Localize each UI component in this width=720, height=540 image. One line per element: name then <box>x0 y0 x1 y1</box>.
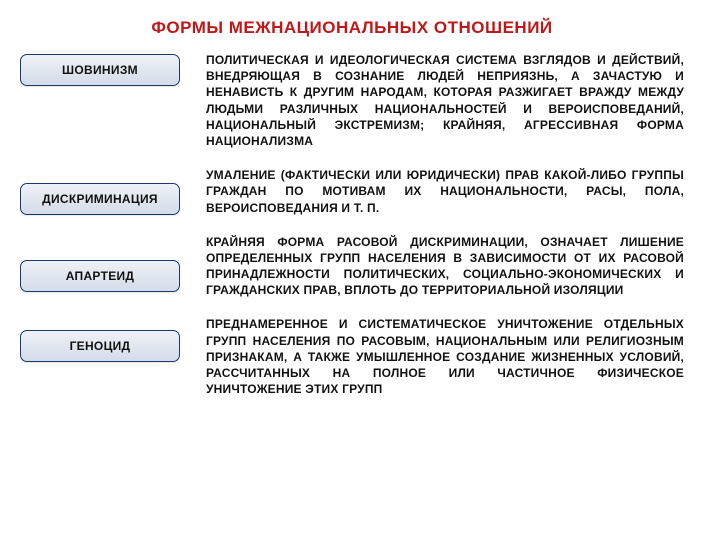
definition-row: АПАРТЕИД КРАЙНЯЯ ФОРМА РАСОВОЙ ДИСКРИМИН… <box>20 234 684 299</box>
definition-row: ГЕНОЦИД ПРЕДНАМЕРЕННОЕ И СИСТЕМАТИЧЕСКОЕ… <box>20 316 684 397</box>
page: ФОРМЫ МЕЖНАЦИОНАЛЬНЫХ ОТНОШЕНИЙ ШОВИНИЗМ… <box>0 0 720 425</box>
definition-row: ШОВИНИЗМ ПОЛИТИЧЕСКАЯ И ИДЕОЛОГИЧЕСКАЯ С… <box>20 52 684 149</box>
definition-text: ПОЛИТИЧЕСКАЯ И ИДЕОЛОГИЧЕСКАЯ СИСТЕМА ВЗ… <box>206 52 684 149</box>
term-box-apartheid: АПАРТЕИД <box>20 260 180 292</box>
term-box-discrimination: ДИСКРИМИНАЦИЯ <box>20 183 180 215</box>
definition-text: КРАЙНЯЯ ФОРМА РАСОВОЙ ДИСКРИМИНАЦИИ, ОЗН… <box>206 234 684 299</box>
definition-text: ПРЕДНАМЕРЕННОЕ И СИСТЕМАТИЧЕСКОЕ УНИЧТОЖ… <box>206 316 684 397</box>
definition-row: ДИСКРИМИНАЦИЯ УМАЛЕНИЕ (ФАКТИЧЕСКИ ИЛИ Ю… <box>20 167 684 216</box>
term-box-chauvinism: ШОВИНИЗМ <box>20 54 180 86</box>
page-title: ФОРМЫ МЕЖНАЦИОНАЛЬНЫХ ОТНОШЕНИЙ <box>20 18 684 38</box>
term-box-genocide: ГЕНОЦИД <box>20 330 180 362</box>
definition-text: УМАЛЕНИЕ (ФАКТИЧЕСКИ ИЛИ ЮРИДИЧЕСКИ) ПРА… <box>206 167 684 216</box>
